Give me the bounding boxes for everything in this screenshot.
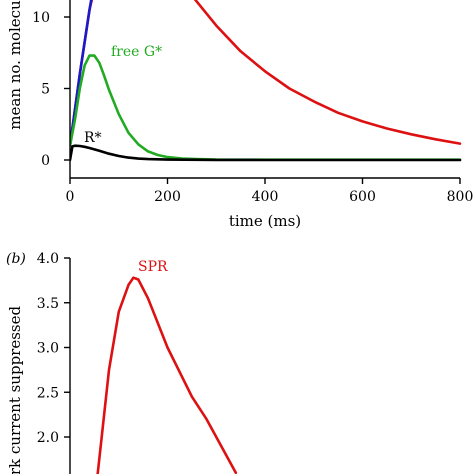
x-tick-label: 600 — [349, 189, 376, 205]
panel-b-y-ticks: 2.0 2.5 3.0 3.5 4.0 — [37, 251, 70, 446]
x-tick-label: 200 — [154, 189, 181, 205]
y-tick-label: 0 — [41, 153, 50, 169]
panel-a-series — [70, 0, 462, 162]
panel-a-x-axis-label: time (ms) — [229, 212, 301, 230]
panel-b: 2.0 2.5 3.0 3.5 4.0 (b) ark current suppress… — [6, 251, 238, 474]
y-tick-label: 3.0 — [37, 341, 59, 357]
y-tick-label: 3.5 — [37, 296, 59, 312]
panel-a-y-axis-label: mean no. molecu — [6, 0, 24, 130]
panel-a: 0 5 10 0 200 400 600 800 mean no. molecu time … — [6, 0, 473, 230]
y-tick-label: 5 — [41, 82, 50, 98]
panel-a-x-ticks: 0 200 400 600 800 — [66, 178, 474, 205]
series-red-line — [70, 0, 462, 147]
series-label-spr: SPR — [138, 259, 168, 275]
x-tick-label: 800 — [447, 189, 474, 205]
series-label-r: R* — [84, 130, 102, 146]
series-label-free-g: free G* — [111, 44, 162, 60]
panel-b-series — [96, 276, 238, 474]
y-tick-label: 10 — [32, 10, 50, 26]
y-tick-label: 2.5 — [37, 385, 59, 401]
x-tick-label: 400 — [252, 189, 279, 205]
series-r-line — [70, 144, 462, 162]
panel-b-label: (b) — [6, 251, 26, 267]
series-blue-line — [70, 0, 93, 147]
series-spr-line — [96, 276, 238, 474]
panel-a-y-ticks: 0 5 10 — [32, 10, 70, 169]
y-tick-label: 2.0 — [37, 430, 59, 446]
x-tick-label: 0 — [66, 189, 75, 205]
panel-b-y-axis-label: ark current suppressed — [6, 306, 24, 474]
y-tick-label: 4.0 — [37, 251, 59, 267]
